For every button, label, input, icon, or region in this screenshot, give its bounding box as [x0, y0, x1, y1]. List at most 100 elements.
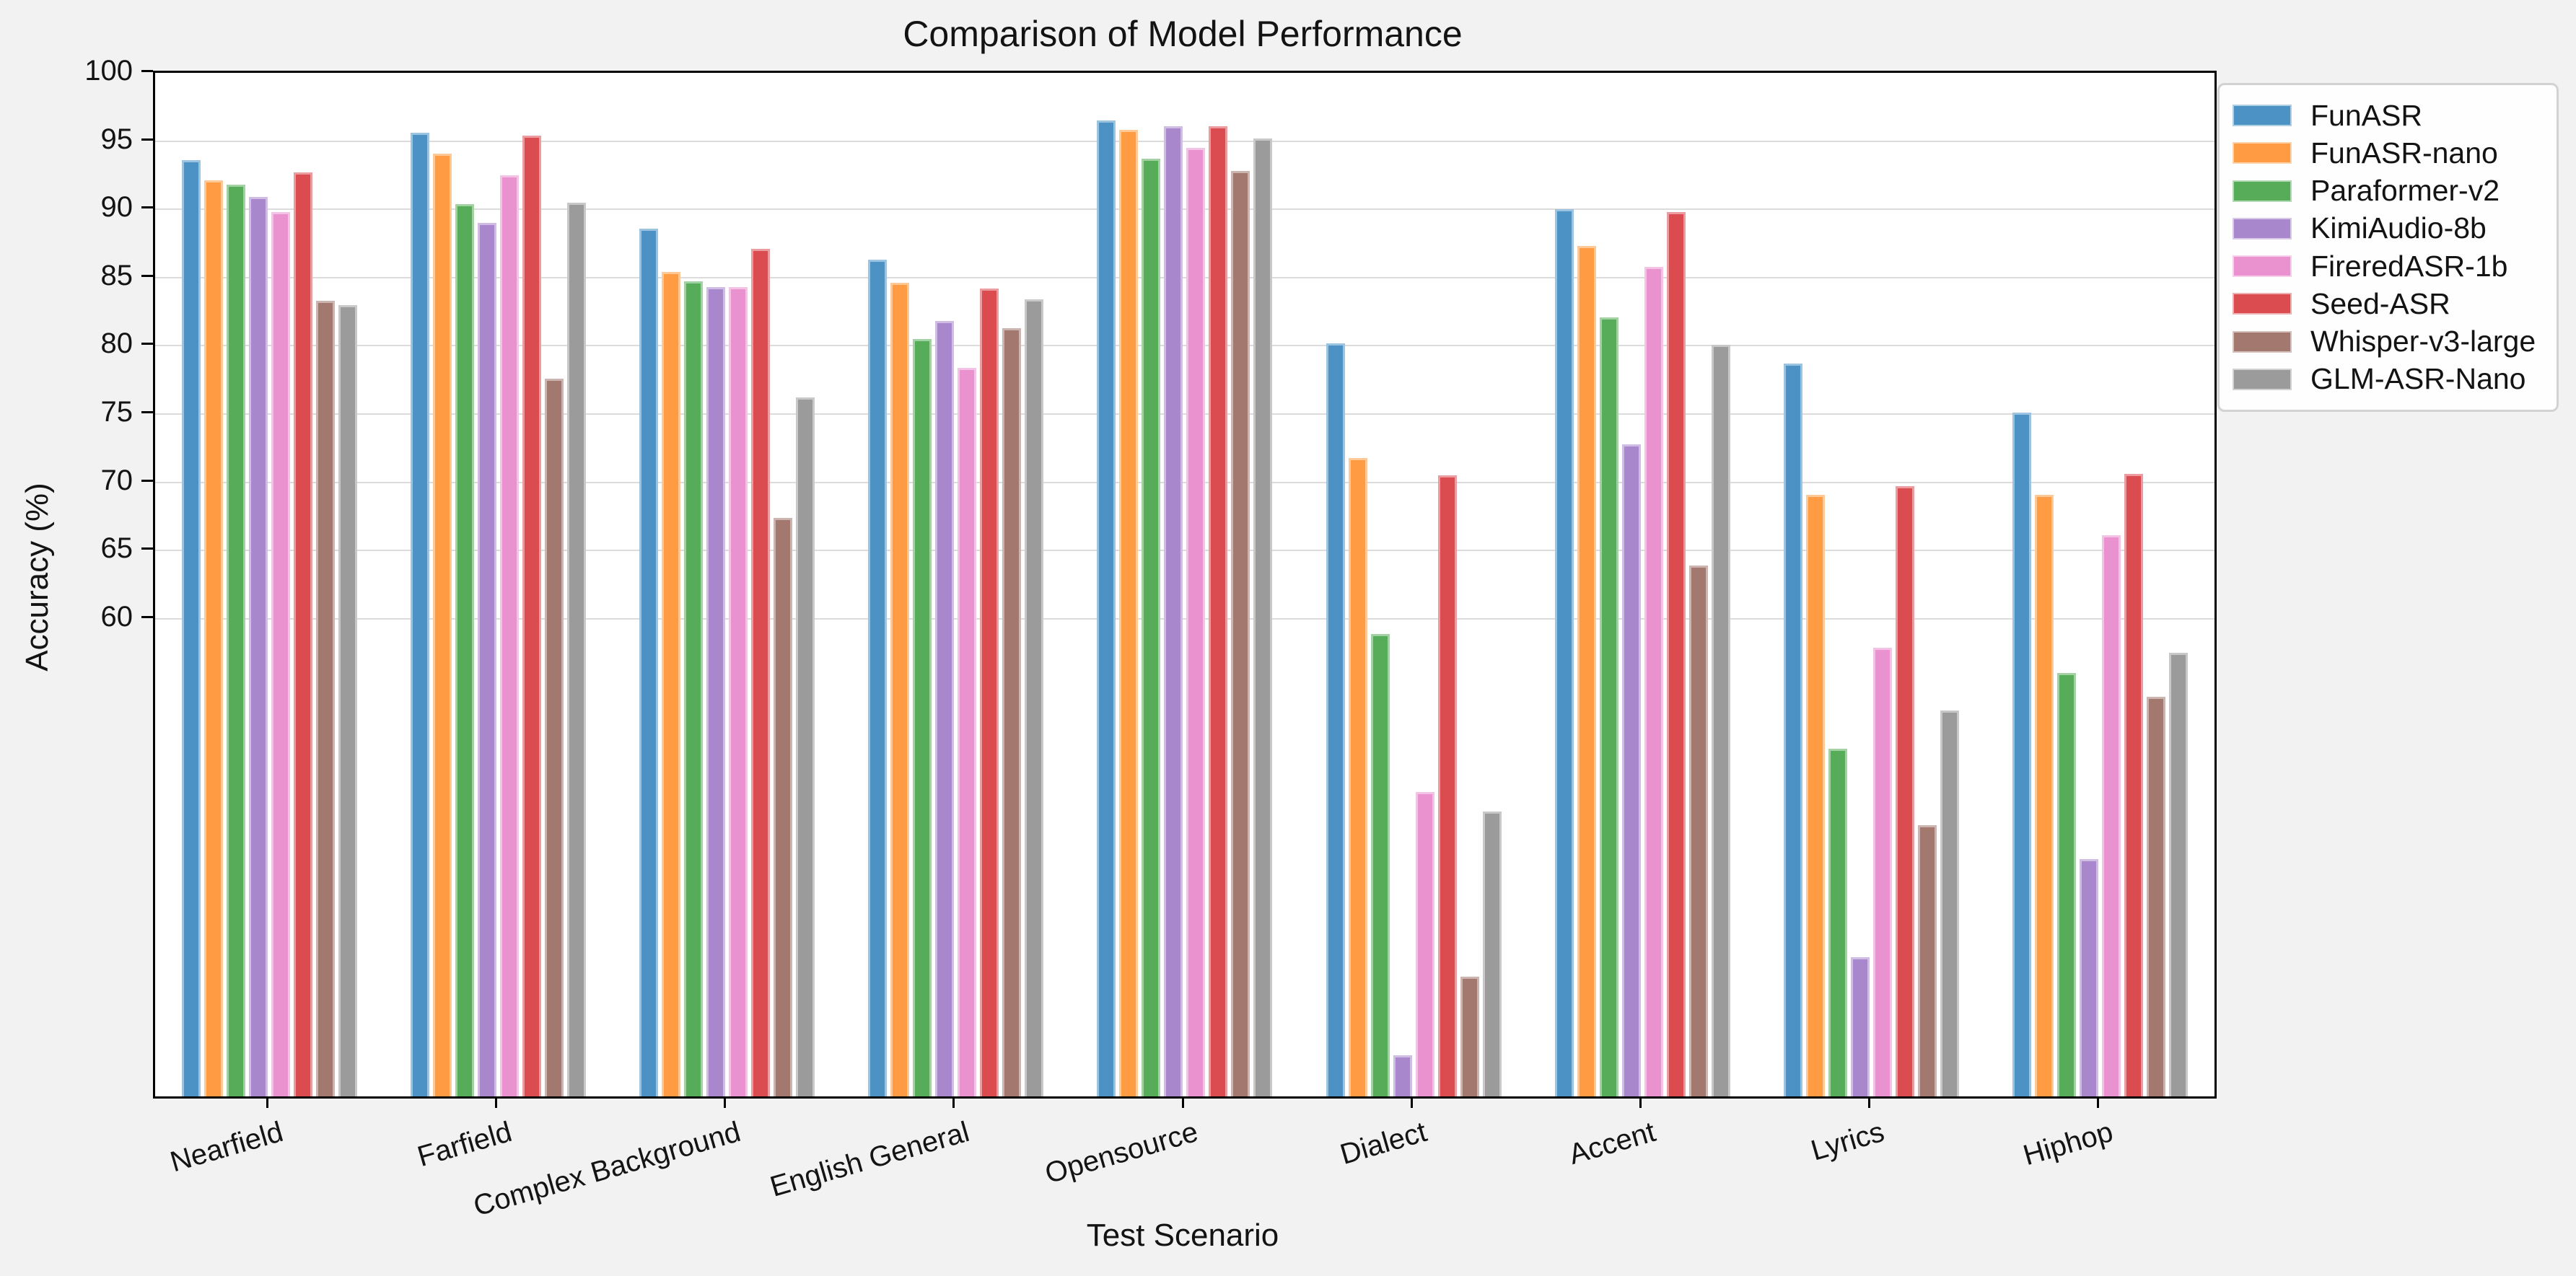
legend-label-whisper-v3-large: Whisper-v3-large: [2310, 325, 2536, 358]
x-tick-mark-6: [1639, 1096, 1642, 1108]
bar-whisper-v3-large-english-general: [1002, 327, 1022, 1096]
y-tick-mark-75: [141, 411, 153, 413]
y-tick-label-80: 80: [100, 327, 133, 360]
legend-label-fireredasr-1b: FireredASR-1b: [2310, 249, 2508, 283]
gridline-y-75: [155, 413, 2214, 415]
bar-fireredasr-1b-english-general: [958, 367, 977, 1096]
y-tick-label-100: 100: [84, 55, 133, 87]
x-tick-mark-5: [1410, 1096, 1413, 1108]
bar-group-farfield: [384, 73, 613, 1096]
bar-fireredasr-1b-dialect: [1415, 792, 1434, 1096]
bar-funasr-accent: [1554, 209, 1574, 1096]
y-tick-label-70: 70: [100, 464, 133, 496]
legend-item-funasr: FunASR: [2233, 98, 2546, 132]
bar-paraformer-v2-hiphop: [2056, 673, 2076, 1096]
bar-paraformer-v2-english-general: [913, 338, 932, 1096]
bar-whisper-v3-large-farfield: [545, 378, 564, 1096]
bar-kimiaudio-8b-lyrics: [1850, 957, 1870, 1096]
bar-whisper-v3-large-lyrics: [1917, 824, 1937, 1096]
bar-funasr-nearfield: [182, 160, 201, 1096]
bar-seed-asr-accent: [1666, 211, 1686, 1096]
bar-whisper-v3-large-hiphop: [2146, 696, 2165, 1096]
y-tick-label-65: 65: [100, 532, 133, 565]
y-axis-label: Accuracy (%): [19, 483, 55, 672]
bar-seed-asr-complex-background: [751, 249, 771, 1096]
bar-funasr-complex-background: [639, 228, 659, 1096]
x-tick-mark-7: [1867, 1096, 1870, 1108]
x-tick-mark-8: [2096, 1096, 2099, 1108]
bar-funasr-nano-lyrics: [1805, 494, 1825, 1096]
x-tick-mark-0: [266, 1096, 269, 1108]
bar-seed-asr-lyrics: [1895, 486, 1914, 1096]
y-tick-label-60: 60: [100, 600, 133, 633]
legend-label-funasr-nano: FunASR-nano: [2310, 136, 2498, 170]
legend-label-funasr: FunASR: [2310, 98, 2422, 132]
legend-swatch-glm-asr-nano: [2233, 368, 2292, 390]
bar-funasr-nano-hiphop: [2034, 494, 2054, 1096]
bar-kimiaudio-8b-english-general: [935, 321, 955, 1096]
bar-group-english-general: [841, 73, 1070, 1096]
y-tick-mark-65: [141, 547, 153, 550]
bar-fireredasr-1b-complex-background: [729, 287, 748, 1096]
bar-glm-asr-nano-english-general: [1025, 299, 1044, 1096]
bar-seed-asr-farfield: [522, 136, 542, 1096]
bar-kimiaudio-8b-opensource: [1164, 126, 1183, 1096]
x-tick-mark-3: [952, 1096, 955, 1108]
bar-group-accent: [1528, 73, 1757, 1096]
bar-paraformer-v2-dialect: [1370, 633, 1390, 1096]
y-tick-mark-85: [141, 274, 153, 277]
bar-whisper-v3-large-accent: [1688, 566, 1708, 1096]
y-tick-mark-80: [141, 343, 153, 346]
bar-group-opensource: [1070, 73, 1299, 1096]
bar-group-lyrics: [1757, 73, 1986, 1096]
bar-glm-asr-nano-dialect: [1482, 811, 1502, 1096]
bar-funasr-nano-opensource: [1119, 130, 1139, 1096]
bar-funasr-dialect: [1326, 343, 1345, 1096]
gridline-y-65: [155, 550, 2214, 552]
x-tick-mark-1: [495, 1096, 498, 1108]
bar-funasr-english-general: [868, 260, 888, 1096]
y-tick-mark-100: [141, 70, 153, 72]
bar-whisper-v3-large-opensource: [1231, 171, 1250, 1096]
bar-fireredasr-1b-hiphop: [2101, 535, 2121, 1096]
gridline-y-90: [155, 208, 2214, 211]
bar-fireredasr-1b-lyrics: [1872, 647, 1892, 1096]
legend-label-kimiaudio-8b: KimiAudio-8b: [2310, 211, 2487, 245]
legend-item-seed-asr: Seed-ASR: [2233, 286, 2546, 320]
plot-area: [153, 71, 2217, 1099]
bar-paraformer-v2-opensource: [1142, 159, 1161, 1096]
legend-label-seed-asr: Seed-ASR: [2310, 286, 2450, 320]
bar-group-nearfield: [155, 73, 384, 1096]
bar-funasr-nano-english-general: [890, 283, 910, 1096]
y-tick-mark-60: [141, 615, 153, 618]
legend-swatch-funasr: [2233, 105, 2292, 127]
legend-swatch-seed-asr: [2233, 293, 2292, 315]
y-tick-label-85: 85: [100, 259, 133, 291]
legend-item-kimiaudio-8b: KimiAudio-8b: [2233, 211, 2546, 245]
bar-kimiaudio-8b-hiphop: [2079, 858, 2098, 1096]
gridline-y-70: [155, 481, 2214, 483]
x-tick-mark-4: [1181, 1096, 1184, 1108]
legend-item-glm-asr-nano: GLM-ASR-Nano: [2233, 364, 2546, 394]
y-tick-label-75: 75: [100, 396, 133, 428]
bar-fireredasr-1b-nearfield: [271, 211, 291, 1096]
bar-fireredasr-1b-opensource: [1186, 148, 1206, 1096]
bar-paraformer-v2-accent: [1599, 317, 1618, 1096]
bar-group-complex-background: [613, 73, 841, 1096]
bar-seed-asr-hiphop: [2124, 474, 2143, 1096]
bar-funasr-nano-nearfield: [204, 180, 224, 1096]
bar-seed-asr-opensource: [1209, 126, 1228, 1096]
bar-whisper-v3-large-dialect: [1460, 976, 1479, 1096]
bar-whisper-v3-large-nearfield: [316, 300, 336, 1096]
legend-item-fireredasr-1b: FireredASR-1b: [2233, 249, 2546, 283]
bar-kimiaudio-8b-nearfield: [249, 197, 268, 1096]
bar-kimiaudio-8b-accent: [1621, 444, 1641, 1096]
bar-glm-asr-nano-accent: [1711, 344, 1730, 1096]
bar-paraformer-v2-farfield: [455, 203, 475, 1096]
legend-swatch-funasr-nano: [2233, 142, 2292, 164]
legend-swatch-kimiaudio-8b: [2233, 217, 2292, 239]
bar-group-hiphop: [1986, 73, 2214, 1096]
bar-seed-asr-nearfield: [294, 172, 313, 1096]
y-tick-label-90: 90: [100, 191, 133, 224]
